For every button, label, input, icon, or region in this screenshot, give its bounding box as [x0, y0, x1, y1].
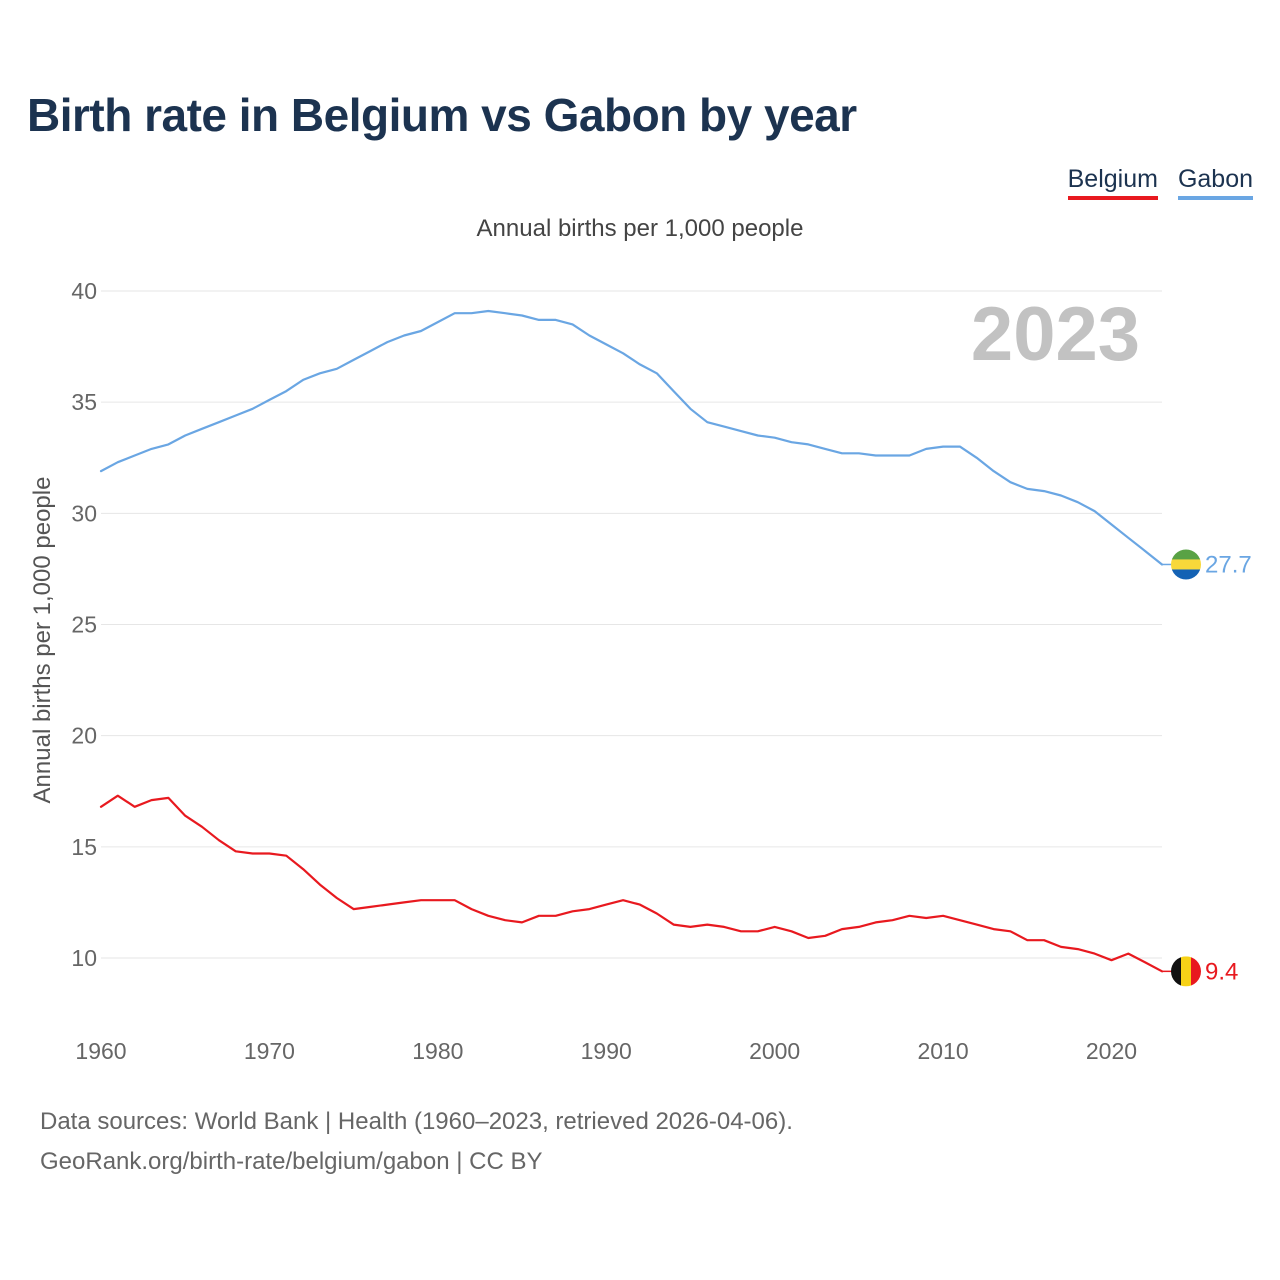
y-tick-label-30: 30: [71, 500, 97, 526]
y-tick-label-15: 15: [71, 834, 97, 860]
x-tick-label-1960: 1960: [75, 1038, 126, 1064]
series-line-gabon[interactable]: [99, 309, 1164, 566]
flag-gabon-icon: [1171, 549, 1201, 580]
x-tick-label-1990: 1990: [581, 1038, 632, 1064]
y-tick-label-10: 10: [71, 945, 97, 971]
y-tick-label-35: 35: [71, 389, 97, 415]
legend-item-belgium[interactable]: Belgium: [1067, 164, 1158, 200]
gridlines: [101, 290, 1162, 959]
end-value-label-gabon: 27.7: [1205, 551, 1252, 578]
x-tick-label-1970: 1970: [244, 1038, 295, 1064]
source-line-2[interactable]: GeoRank.org/birth-rate/belgium/gabon | C…: [40, 1148, 543, 1175]
legend: Belgium Gabon: [1067, 164, 1253, 200]
source-line-1: Data sources: World Bank | Health (1960–…: [40, 1108, 793, 1135]
x-tick-label-2000: 2000: [749, 1038, 800, 1064]
legend-item-gabon[interactable]: Gabon: [1177, 164, 1253, 200]
x-axis-ticks: 1960 1970 1980 1990 2000 2010 2020: [75, 1038, 1137, 1064]
y-tick-label-20: 20: [71, 723, 97, 749]
x-tick-label-1980: 1980: [412, 1038, 463, 1064]
y-axis-ticks: 10 15 20 25 30 35 40: [71, 278, 97, 971]
x-tick-label-2010: 2010: [917, 1038, 968, 1064]
end-markers: 9.4 27.7: [1162, 549, 1252, 987]
x-tick-label-2020: 2020: [1086, 1038, 1137, 1064]
line-chart: Annual births per 1,000 people 2023 10 15…: [29, 278, 1252, 1064]
series-line-belgium[interactable]: [99, 794, 1164, 973]
y-tick-label-40: 40: [71, 278, 97, 304]
series: [99, 309, 1164, 973]
source-note: Data sources: World Bank | Health (1960–…: [40, 1102, 793, 1182]
end-value-label-belgium: 9.4: [1205, 958, 1238, 985]
chart-subtitle: Annual births per 1,000 people: [476, 215, 804, 242]
y-axis-label: Annual births per 1,000 people: [29, 477, 56, 804]
page-title: Birth rate in Belgium vs Gabon by year: [27, 89, 857, 141]
year-watermark: 2023: [971, 292, 1140, 377]
flag-belgium-icon: [1171, 956, 1201, 987]
y-tick-label-25: 25: [71, 612, 97, 638]
